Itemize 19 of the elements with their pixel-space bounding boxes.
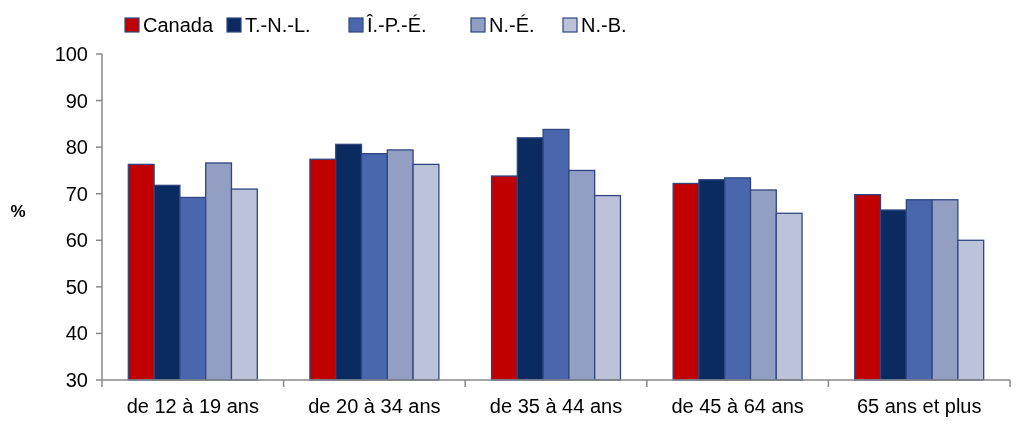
x-tick-label: de 20 à 34 ans	[308, 395, 441, 417]
y-tick-label: 90	[65, 89, 88, 112]
x-tick-label: de 45 à 64 ans	[671, 395, 804, 417]
legend-label: N.-B.	[581, 14, 627, 36]
y-tick-label: 80	[65, 136, 88, 159]
legend-label: N.-É.	[489, 14, 535, 36]
y-tick-label: 70	[65, 182, 88, 205]
y-tick-label: 100	[54, 43, 88, 65]
legend-label: Canada	[143, 14, 214, 36]
y-tick-label: 40	[65, 322, 88, 345]
legend-label: Î.-P.-É.	[366, 14, 427, 36]
x-tick-label: de 12 à 19 ans	[126, 395, 259, 417]
x-tick-label: de 35 à 44 ans	[489, 395, 623, 417]
y-tick-label: 50	[65, 275, 88, 298]
y-tick-label: 60	[65, 229, 88, 252]
x-tick-label: 65 ans et plus	[856, 395, 982, 417]
y-tick-label: 30	[65, 369, 88, 391]
y-axis-title: %	[10, 202, 26, 222]
legend-label: T.-N.-L.	[245, 14, 311, 36]
